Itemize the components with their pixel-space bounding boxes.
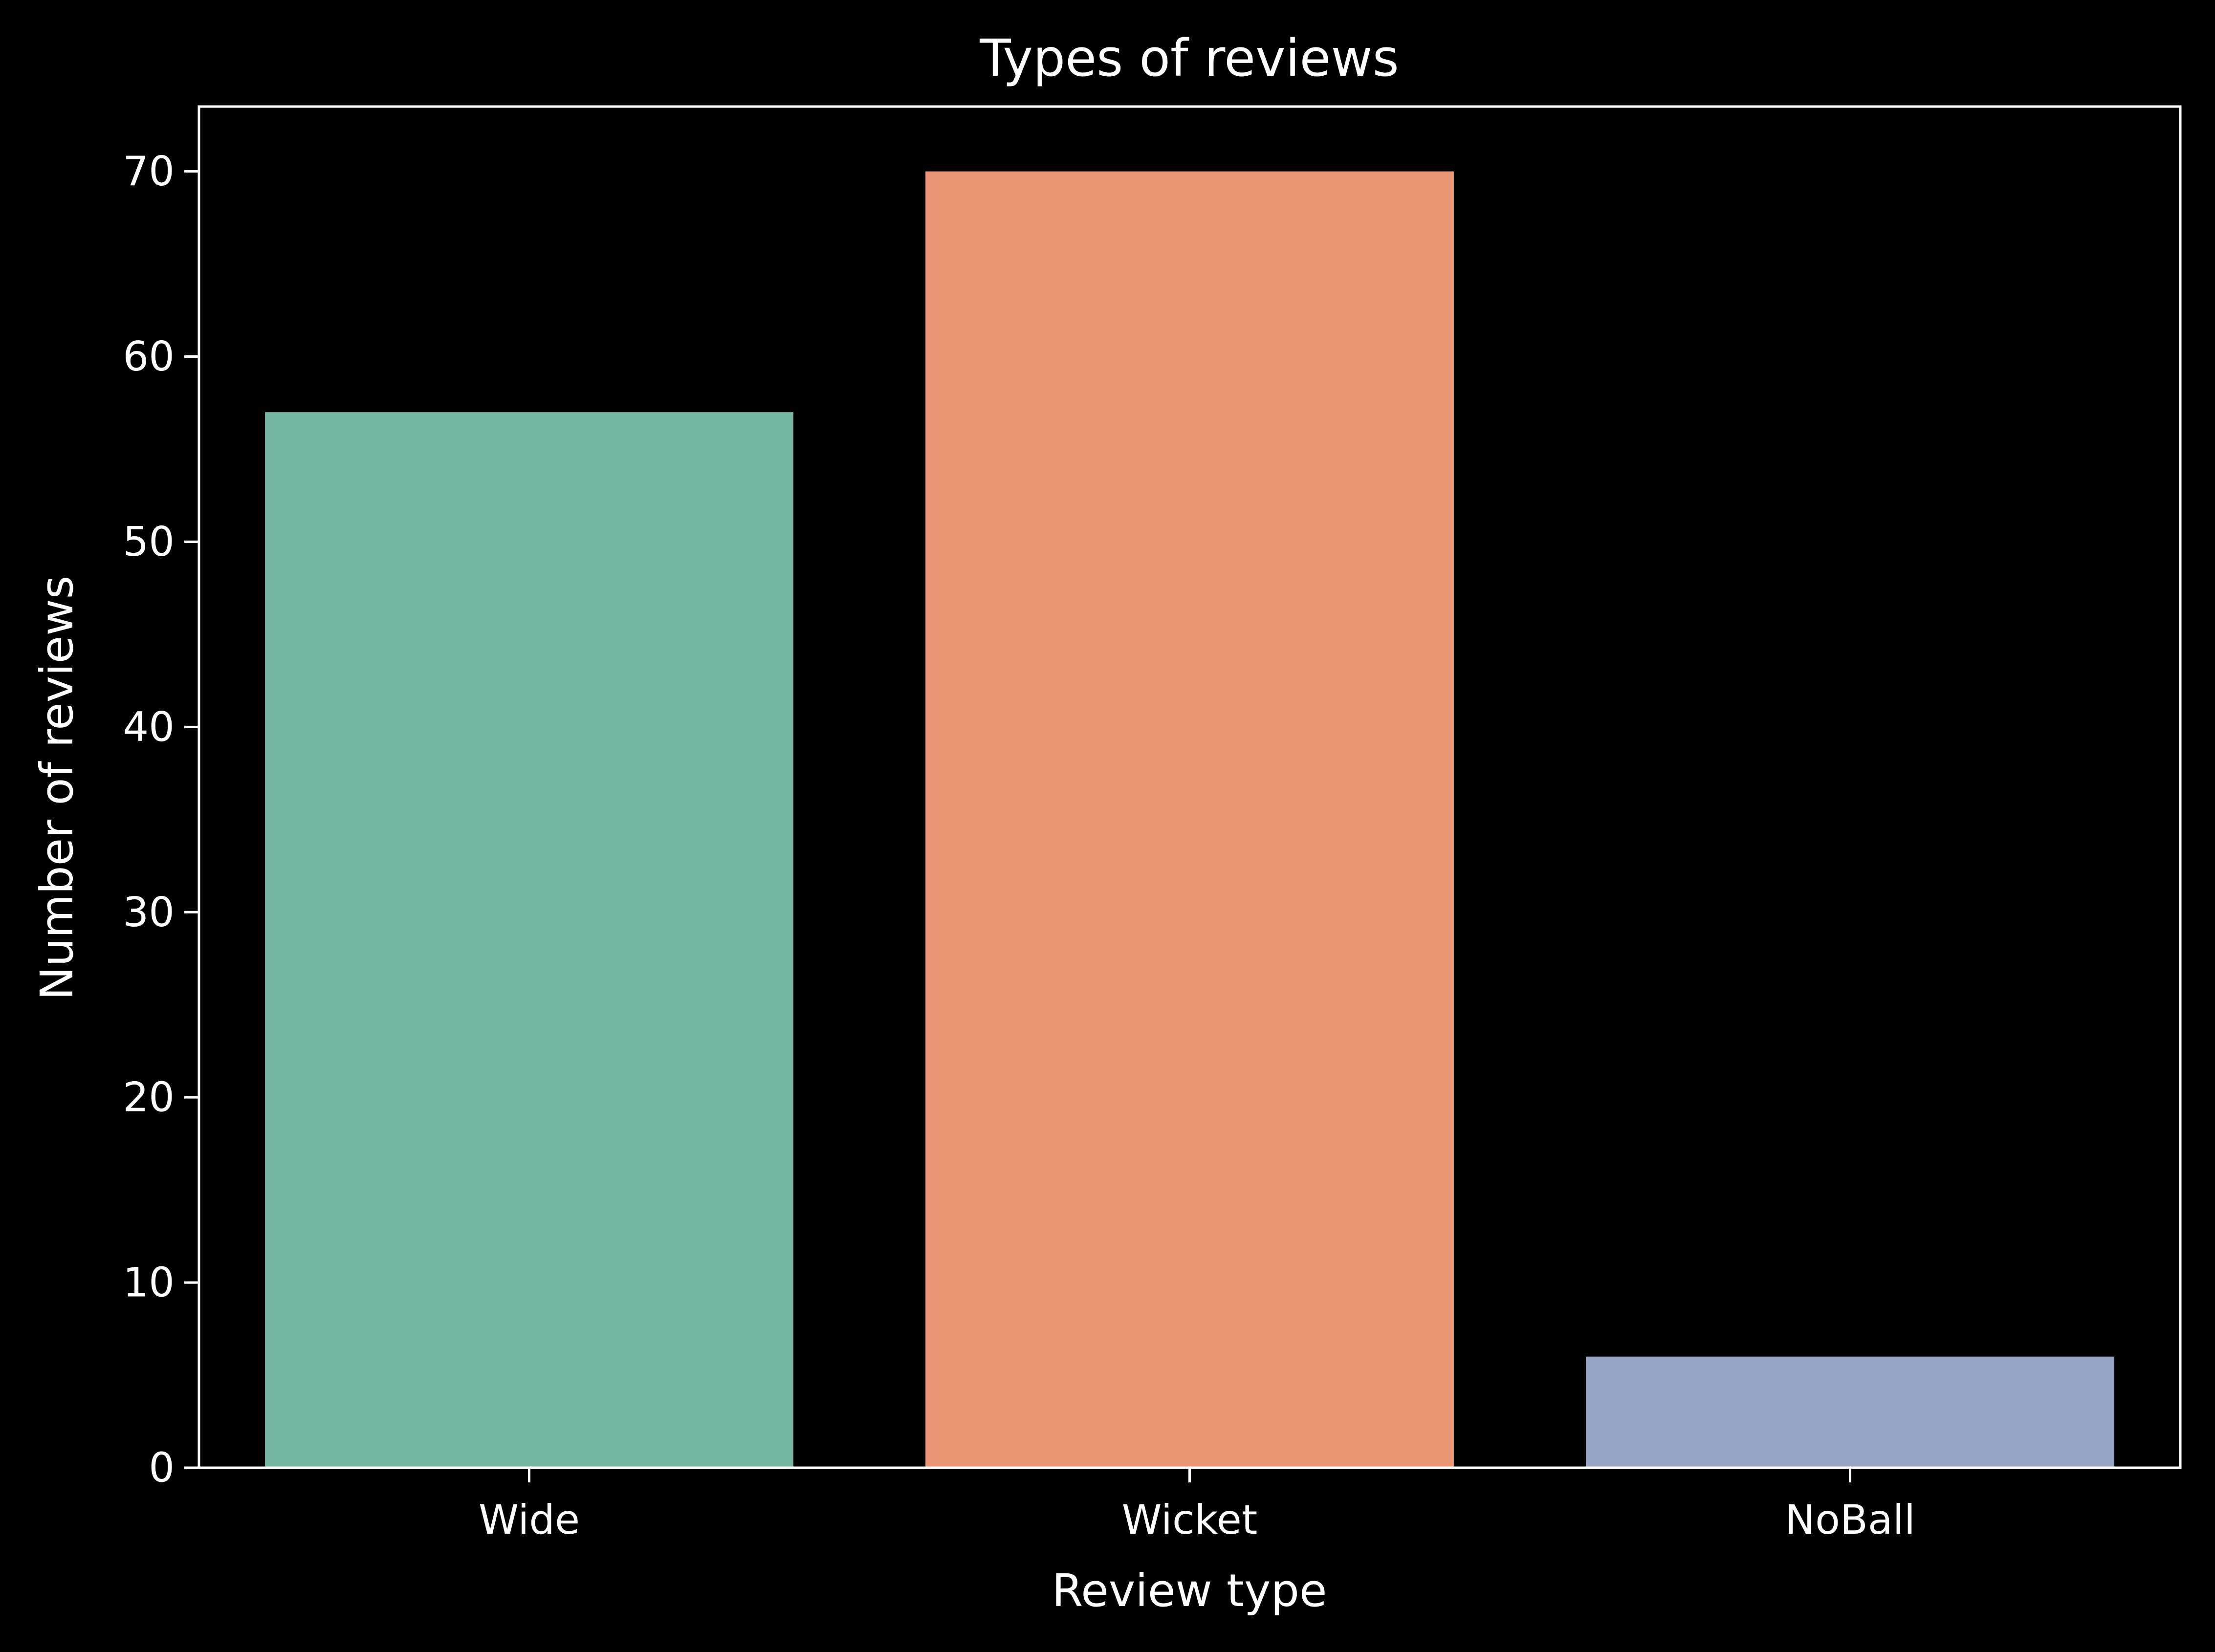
y-tick-label-20: 20 <box>123 1074 175 1121</box>
y-axis-label: Number of reviews <box>31 576 83 1000</box>
bar-wicket <box>925 171 1454 1468</box>
x-tick-label-wicket: Wicket <box>1122 1496 1258 1543</box>
bar-noball <box>1586 1356 2114 1468</box>
y-tick-label-0: 0 <box>149 1444 175 1492</box>
bar-wide <box>265 412 793 1468</box>
y-tick-label-70: 70 <box>123 148 175 195</box>
chart-title: Types of reviews <box>979 28 1399 88</box>
y-tick-label-40: 40 <box>123 703 175 751</box>
x-tick-label-wide: Wide <box>479 1496 580 1543</box>
bars-layer <box>265 171 2114 1468</box>
x-tick-label-noball: NoBall <box>1785 1496 1915 1543</box>
y-tick-label-50: 50 <box>123 518 175 565</box>
x-axis-label: Review type <box>1052 1565 1327 1617</box>
y-tick-label-60: 60 <box>123 333 175 380</box>
axes-layer: 0 10 20 30 40 50 60 70 Wide Wicket NoBall <box>123 105 2182 1543</box>
y-tick-label-30: 30 <box>123 889 175 936</box>
y-tick-label-10: 10 <box>123 1259 175 1306</box>
